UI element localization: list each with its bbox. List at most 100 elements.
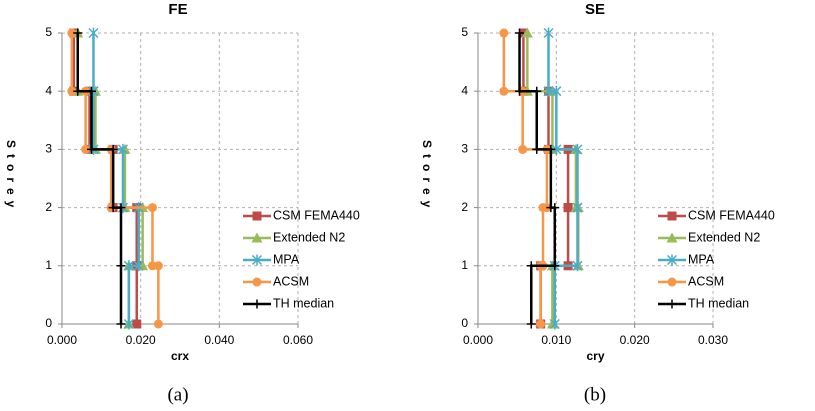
marker [123,260,134,272]
marker [87,144,96,154]
marker [572,202,583,214]
marker [67,86,77,96]
chart-title: FE [168,1,187,18]
marker [116,203,126,213]
marker [147,261,157,271]
legend-label: CSM FEMA440 [273,208,360,222]
marker [67,28,77,38]
marker [546,144,556,154]
marker [666,232,678,243]
panel: SE 0 1 2 3 4 5 0.000 0.010 0.020 0.030 cry Storey (b)… [420,1,775,405]
y-tick-label: 4 [45,83,52,97]
marker [543,85,554,97]
x-tick-label: 0.060 [283,333,313,347]
marker [252,211,262,221]
y-tick-label: 3 [461,142,468,156]
marker [108,203,118,213]
x-tick-label: 0.020 [620,333,650,347]
panel: FE 0 1 2 3 4 5 0.000 0.020 0.040 0.060 crx Storey (a)… [4,1,360,405]
marker [88,27,99,39]
legend-label: TH median [688,296,749,310]
marker [81,144,91,154]
series-line [518,33,557,324]
legend-label: MPA [688,252,715,266]
legend-label: ACSM [688,274,724,288]
series-line [92,33,140,324]
marker [251,232,263,243]
x-axis-label: cry [586,349,604,363]
marker [251,254,263,266]
marker [532,86,542,96]
marker [87,86,96,96]
marker [572,143,583,155]
marker [526,319,536,329]
x-tick-label: 0.000 [47,333,77,347]
marker [543,27,554,39]
legend-label: TH median [273,296,334,310]
marker [667,277,677,287]
x-tick-label: 0.010 [541,333,571,347]
marker [132,319,142,329]
marker [551,85,562,97]
x-tick-label: 0.000 [463,333,493,347]
y-tick-label: 3 [45,142,52,156]
caption: (a) [167,384,188,405]
marker [133,260,144,272]
marker [252,277,262,287]
marker [147,203,157,213]
marker [572,260,583,272]
marker [499,28,509,38]
marker [546,203,556,213]
y-tick-label: 1 [461,258,468,272]
marker [252,299,262,309]
chart-title: SE [585,1,605,18]
marker [518,144,528,154]
y-tick-label: 4 [461,83,468,97]
marker [667,299,677,309]
marker [515,86,525,96]
marker [667,211,677,221]
legend-label: Extended N2 [273,230,345,244]
marker [521,27,533,38]
legend-label: MPA [273,252,300,266]
y-tick-label: 0 [45,316,52,330]
y-tick-label: 1 [45,258,52,272]
series-line [76,33,123,324]
series-line [70,33,160,324]
marker [153,319,163,329]
marker [123,318,134,330]
marker [666,254,678,266]
legend-label: Extended N2 [688,230,760,244]
x-axis-label: crx [171,349,189,363]
caption: (b) [584,384,606,405]
marker [532,144,542,154]
y-tick-label: 5 [45,25,52,39]
marker [73,28,83,38]
marker [515,28,525,38]
series-line [502,33,549,324]
marker [108,144,118,154]
marker [563,203,573,213]
marker [526,261,536,271]
series-line [526,33,580,324]
x-tick-label: 0.020 [126,333,156,347]
y-axis-label: Storey [4,140,18,213]
x-tick-label: 0.040 [204,333,234,347]
marker [499,86,509,96]
y-tick-label: 0 [461,316,468,330]
legend-label: ACSM [273,274,309,288]
marker [116,261,126,271]
marker [116,319,126,329]
y-tick-label: 2 [45,200,52,214]
marker [551,143,562,155]
x-tick-label: 0.030 [698,333,728,347]
marker [73,86,83,96]
marker [550,261,560,271]
y-tick-label: 2 [461,200,468,214]
marker [549,318,560,330]
legend-label: CSM FEMA440 [688,208,775,222]
marker [536,319,546,329]
y-axis-label: Storey [420,140,434,213]
marker [117,143,128,155]
